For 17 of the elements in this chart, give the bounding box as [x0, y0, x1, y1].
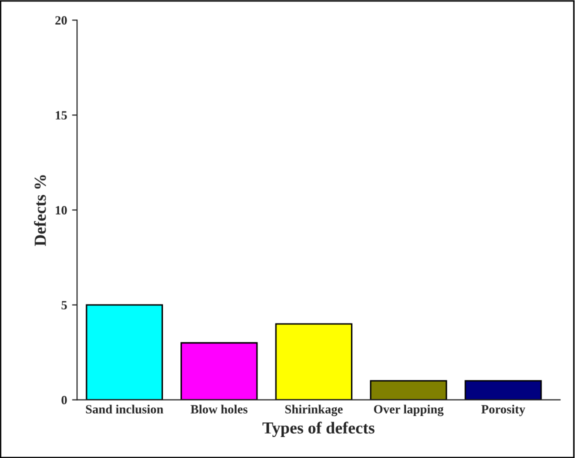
bar: [86, 304, 163, 400]
x-tick-label: Porosity: [481, 404, 526, 416]
bar: [180, 342, 258, 400]
y-tick-label: 0: [62, 396, 67, 404]
x-tick-label: Blow holes: [190, 404, 248, 414]
bar: [370, 380, 448, 400]
y-tick-label: 10: [56, 206, 67, 214]
y-tick-label: 20: [55, 16, 67, 25]
x-tick-label: Sand inclusion: [86, 404, 164, 414]
x-tick-label: Over lapping: [374, 404, 444, 416]
bar: [275, 323, 352, 400]
bar: [464, 380, 542, 400]
y-tick-label: 15: [56, 111, 67, 120]
y-axis-title: Defects %: [34, 175, 46, 246]
y-tick-label: 5: [62, 301, 67, 310]
x-tick-label: Shirinkage: [285, 404, 343, 416]
x-axis-title: Types of defects: [262, 422, 374, 438]
